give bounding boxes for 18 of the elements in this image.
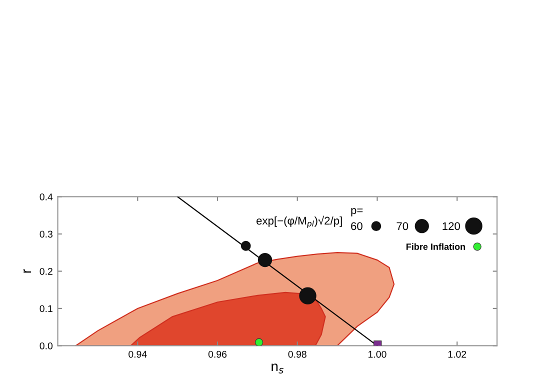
legend-label: 60	[351, 222, 362, 230]
x-axis-title: n$_{s}$	[272, 364, 284, 374]
y-tick-label: 0.0	[40, 342, 53, 350]
x-tick-label: 0.94	[128, 350, 147, 358]
legend-label: Fibre Inflation	[406, 243, 466, 250]
y-tick-label: 0.1	[40, 305, 52, 312]
legend-label: 70	[396, 222, 408, 230]
legend-title: p=	[351, 208, 363, 216]
y-tick-label: 0.2	[40, 268, 52, 275]
y-tick-label: 0.3	[40, 230, 52, 238]
y-axis-title: r	[23, 269, 31, 273]
x-tick-label: 0.96	[208, 350, 227, 358]
annotation: exp[−(φ/M$_{pl}$)√2/p]	[256, 216, 342, 228]
x-tick-label: 0.98	[288, 350, 306, 358]
x-tick-label: 1.02	[448, 350, 466, 358]
x-tick-label: 1.00	[368, 350, 386, 358]
legend-label: 120	[442, 222, 460, 230]
y-tick-label: 0.4	[40, 193, 53, 200]
